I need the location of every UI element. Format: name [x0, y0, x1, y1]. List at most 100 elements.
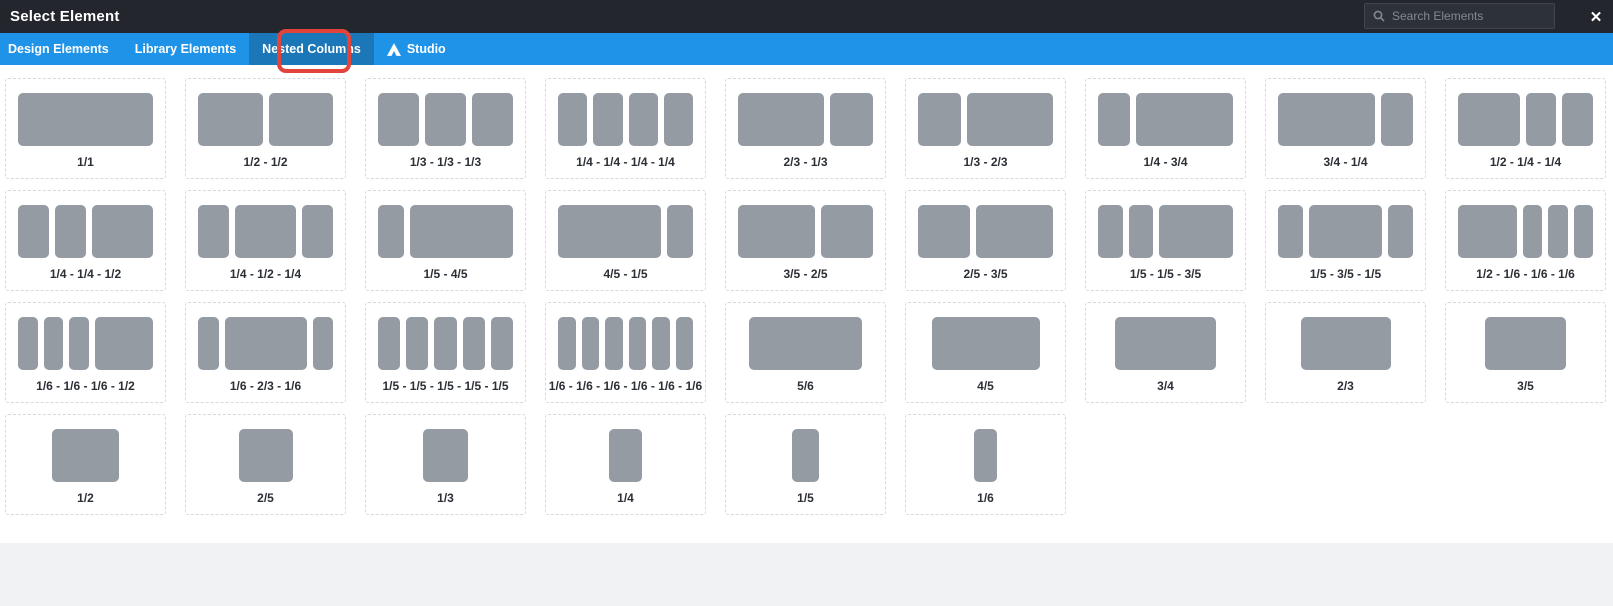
- layout-label: 2/3 - 1/3: [783, 155, 828, 169]
- column-box: [1278, 93, 1375, 146]
- layout-card-1/4-1/2-1/4[interactable]: 1/4 - 1/2 - 1/4: [185, 190, 346, 291]
- layout-card-2/5-3/5[interactable]: 2/5 - 3/5: [905, 190, 1066, 291]
- layout-label: 1/6 - 1/6 - 1/6 - 1/2: [36, 379, 135, 393]
- column-box: [69, 317, 89, 370]
- column-box: [918, 93, 961, 146]
- layout-card-1/4-1/4-1/4-1/4[interactable]: 1/4 - 1/4 - 1/4 - 1/4: [545, 78, 706, 179]
- column-box: [378, 317, 401, 370]
- layout-label: 1/4 - 1/2 - 1/4: [229, 267, 302, 281]
- layout-label: 1/4: [617, 491, 634, 505]
- column-box: [43, 317, 63, 370]
- layout-card-3/4[interactable]: 3/4: [1085, 302, 1246, 403]
- tab-studio[interactable]: Studio: [374, 33, 459, 65]
- column-box: [234, 205, 297, 258]
- column-box: [1114, 317, 1217, 370]
- tab-design-elements[interactable]: Design Elements: [0, 33, 122, 65]
- column-box: [918, 205, 970, 258]
- tab-library-elements[interactable]: Library Elements: [122, 33, 249, 65]
- layout-card-1/2[interactable]: 1/2: [5, 414, 166, 515]
- layout-card-1/6[interactable]: 1/6: [905, 414, 1066, 515]
- column-box: [738, 93, 824, 146]
- layout-card-1/2-1/6-1/6-1/6[interactable]: 1/2 - 1/6 - 1/6 - 1/6: [1445, 190, 1606, 291]
- layout-label: 1/4 - 1/4 - 1/4 - 1/4: [576, 155, 675, 169]
- column-box: [1573, 205, 1593, 258]
- column-box: [198, 317, 219, 370]
- layout-card-1/5-3/5-1/5[interactable]: 1/5 - 3/5 - 1/5: [1265, 190, 1426, 291]
- column-box: [198, 205, 229, 258]
- column-box: [1098, 205, 1123, 258]
- search-input[interactable]: [1392, 9, 1547, 23]
- layout-card-1/6-2/3-1/6[interactable]: 1/6 - 2/3 - 1/6: [185, 302, 346, 403]
- layout-card-3/5[interactable]: 3/5: [1445, 302, 1606, 403]
- layout-card-1/5-4/5[interactable]: 1/5 - 4/5: [365, 190, 526, 291]
- column-preview: [198, 205, 333, 258]
- column-preview: [738, 429, 873, 482]
- layout-card-1/6-1/6-1/6-1/2[interactable]: 1/6 - 1/6 - 1/6 - 1/2: [5, 302, 166, 403]
- layout-card-1/4-3/4[interactable]: 1/4 - 3/4: [1085, 78, 1246, 179]
- tab-label: Nested Columns: [262, 42, 361, 56]
- column-preview: [198, 429, 333, 482]
- column-box: [628, 93, 658, 146]
- layout-card-3/4-1/4[interactable]: 3/4 - 1/4: [1265, 78, 1426, 179]
- layout-card-2/5[interactable]: 2/5: [185, 414, 346, 515]
- layout-card-1/2-1/4-1/4[interactable]: 1/2 - 1/4 - 1/4: [1445, 78, 1606, 179]
- layout-card-5/6[interactable]: 5/6: [725, 302, 886, 403]
- layout-card-2/3[interactable]: 2/3: [1265, 302, 1426, 403]
- column-preview: [18, 429, 153, 482]
- tab-nested-columns[interactable]: Nested Columns: [249, 33, 374, 65]
- tab-bar: Design Elements Library Elements Nested Co…: [0, 33, 1613, 65]
- layout-card-1/4-1/4-1/2[interactable]: 1/4 - 1/4 - 1/2: [5, 190, 166, 291]
- layout-card-4/5-1/5[interactable]: 4/5 - 1/5: [545, 190, 706, 291]
- footer-space: [0, 543, 1613, 606]
- column-box: [821, 205, 873, 258]
- close-icon[interactable]: ✕: [1589, 8, 1603, 26]
- layout-card-1/3-2/3[interactable]: 1/3 - 2/3: [905, 78, 1066, 179]
- layout-label: 1/3: [437, 491, 454, 505]
- column-preview: [1098, 317, 1233, 370]
- search-box[interactable]: [1364, 3, 1555, 29]
- layout-label: 3/4 - 1/4: [1323, 155, 1368, 169]
- column-box: [628, 317, 646, 370]
- column-box: [675, 317, 693, 370]
- layout-label: 4/5 - 1/5: [603, 267, 648, 281]
- layout-card-1/4[interactable]: 1/4: [545, 414, 706, 515]
- layout-card-1/6-1/6-1/6-1/6-1/6-1/6[interactable]: 1/6 - 1/6 - 1/6 - 1/6 - 1/6 - 1/6: [545, 302, 706, 403]
- layout-card-3/5-2/5[interactable]: 3/5 - 2/5: [725, 190, 886, 291]
- column-preview: [198, 93, 333, 146]
- layout-card-1/3[interactable]: 1/3: [365, 414, 526, 515]
- search-icon: [1373, 10, 1385, 22]
- column-box: [1485, 317, 1566, 370]
- column-box: [238, 429, 293, 482]
- column-preview: [738, 317, 873, 370]
- column-preview: [198, 317, 333, 370]
- column-box: [605, 317, 623, 370]
- column-preview: [1278, 205, 1413, 258]
- layout-label: 1/5 - 1/5 - 3/5: [1129, 267, 1202, 281]
- layout-card-1/5[interactable]: 1/5: [725, 414, 886, 515]
- column-preview: [18, 317, 153, 370]
- column-preview: [738, 93, 873, 146]
- column-box: [1458, 93, 1520, 146]
- column-preview: [918, 429, 1053, 482]
- column-box: [224, 317, 307, 370]
- column-preview: [558, 93, 693, 146]
- layout-label: 1/2 - 1/4 - 1/4: [1489, 155, 1562, 169]
- column-box: [749, 317, 862, 370]
- column-box: [1308, 205, 1383, 258]
- layout-card-1/5-1/5-1/5-1/5-1/5[interactable]: 1/5 - 1/5 - 1/5 - 1/5 - 1/5: [365, 302, 526, 403]
- column-box: [1380, 93, 1413, 146]
- layout-card-1/5-1/5-3/5[interactable]: 1/5 - 1/5 - 3/5: [1085, 190, 1246, 291]
- modal-title: Select Element: [10, 8, 120, 25]
- modal-content: 1/1 1/2 - 1/2 1/3 - 1/3 - 1/3 1/4 - 1/4 - 1…: [0, 65, 1613, 543]
- column-box: [738, 205, 816, 258]
- column-box: [490, 317, 514, 370]
- layout-card-1/3-1/3-1/3[interactable]: 1/3 - 1/3 - 1/3: [365, 78, 526, 179]
- column-box: [581, 317, 599, 370]
- column-box: [667, 205, 693, 258]
- column-preview: [918, 205, 1053, 258]
- layout-card-1/1[interactable]: 1/1: [5, 78, 166, 179]
- layout-card-4/5[interactable]: 4/5: [905, 302, 1066, 403]
- layout-card-2/3-1/3[interactable]: 2/3 - 1/3: [725, 78, 886, 179]
- layout-card-1/2-1/2[interactable]: 1/2 - 1/2: [185, 78, 346, 179]
- column-box: [18, 93, 153, 146]
